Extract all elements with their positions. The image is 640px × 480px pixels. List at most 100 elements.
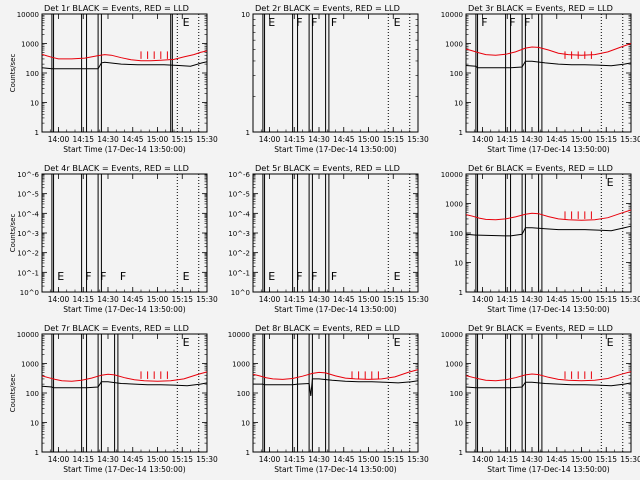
- y-tick-label: 100: [26, 390, 39, 398]
- y-tick-label: 1000: [445, 201, 463, 209]
- x-tick-label: 14:15: [72, 135, 94, 144]
- x-axis-label: Start Time (17-Dec-14 13:50:00): [274, 145, 396, 154]
- flag-label: F: [85, 270, 91, 283]
- panel-det-1: Det 1r BLACK = Events, RED = LLD 1 10 100 10…: [9, 3, 218, 154]
- x-tick-label: 15:00: [147, 295, 169, 304]
- y-tick-label: 10000: [17, 11, 39, 19]
- y-tick-label: 1: [35, 449, 39, 457]
- y-tick-label: 10000: [441, 331, 463, 339]
- y-tick-label: 10: [30, 420, 39, 428]
- series-line-lld: [465, 209, 632, 221]
- y-tick-label: 10^-2: [228, 250, 250, 258]
- x-tick-label: 15:15: [595, 135, 617, 144]
- series-line-events: [465, 225, 632, 237]
- y-tick-label: 1000: [445, 361, 463, 369]
- plot-frame: [41, 333, 208, 453]
- y-tick-label: 10^-3: [228, 230, 250, 238]
- y-tick-label: 10: [241, 420, 250, 428]
- x-tick-label: 15:30: [407, 295, 429, 304]
- x-tick-label: 15:15: [382, 135, 404, 144]
- x-tick-label: 15:15: [382, 455, 404, 464]
- plot-frame: [465, 173, 632, 293]
- panel-title: Det 3r BLACK = Events, RED = LLD: [468, 3, 613, 13]
- panel-det-7: Det 7r BLACK = Events, RED = LLD 1 10 100 10…: [9, 323, 218, 474]
- x-tick-label: 14:15: [72, 295, 94, 304]
- x-tick-label: 14:00: [259, 295, 281, 304]
- x-tick-label: 14:30: [308, 455, 330, 464]
- flag-label: F: [296, 270, 302, 283]
- panel-det-4: Det 4r BLACK = Events, RED = LLD 10^0 10^-…: [9, 163, 218, 314]
- y-tick-label: 100: [237, 390, 250, 398]
- flag-label: E: [268, 270, 275, 283]
- panel-title: Det 2r BLACK = Events, RED = LLD: [255, 3, 400, 13]
- x-tick-label: 15:00: [147, 455, 169, 464]
- y-tick-label: 10^-4: [17, 210, 39, 218]
- x-tick-label: 15:30: [196, 455, 218, 464]
- series-line-events: [41, 61, 208, 70]
- x-axis-label: Start Time (17-Dec-14 13:50:00): [63, 305, 185, 314]
- y-tick-label: 10: [454, 420, 463, 428]
- flag-label: E: [268, 16, 275, 29]
- x-tick-label: 15:15: [171, 135, 193, 144]
- x-tick-label: 15:30: [196, 135, 218, 144]
- panel-title: Det 6r BLACK = Events, RED = LLD: [468, 163, 613, 173]
- flag-label: E: [183, 16, 190, 29]
- flag-label: E: [607, 176, 614, 189]
- y-tick-label: 1000: [21, 361, 39, 369]
- panel-title: Det 9r BLACK = Events, RED = LLD: [468, 323, 613, 333]
- y-tick-label: 10^-2: [17, 250, 39, 258]
- x-tick-label: 14:30: [97, 295, 119, 304]
- x-axis-label: Start Time (17-Dec-14 13:50:00): [274, 465, 396, 474]
- flag-label: F: [120, 270, 126, 283]
- x-tick-label: 15:00: [358, 455, 380, 464]
- x-tick-label: 14:15: [283, 295, 305, 304]
- flag-label: F: [509, 16, 515, 29]
- x-tick-label: 15:00: [571, 295, 593, 304]
- y-tick-label: 100: [450, 70, 463, 78]
- flag-label: E: [183, 270, 190, 283]
- flag-label: E: [394, 270, 401, 283]
- x-tick-label: 14:30: [97, 455, 119, 464]
- x-tick-label: 14:45: [546, 135, 568, 144]
- x-axis-label: Start Time (17-Dec-14 13:50:00): [63, 465, 185, 474]
- series-line-lld: [41, 371, 208, 382]
- series-line-lld: [41, 50, 208, 62]
- x-tick-label: 14:45: [333, 455, 355, 464]
- x-tick-label: 14:30: [97, 135, 119, 144]
- flag-label: E: [57, 270, 64, 283]
- plot-frame: [41, 13, 208, 133]
- flag-label: F: [311, 270, 317, 283]
- x-axis-label: Start Time (17-Dec-14 13:50:00): [487, 305, 609, 314]
- flag-label: F: [296, 16, 302, 29]
- x-tick-label: 15:30: [407, 135, 429, 144]
- x-tick-label: 14:00: [472, 455, 494, 464]
- x-tick-label: 14:00: [48, 295, 70, 304]
- x-tick-label: 14:15: [496, 455, 518, 464]
- x-tick-label: 15:00: [358, 295, 380, 304]
- x-tick-label: 14:45: [546, 295, 568, 304]
- x-tick-label: 15:15: [595, 455, 617, 464]
- plot-frame: [465, 13, 632, 133]
- x-tick-label: 15:00: [358, 135, 380, 144]
- y-tick-label: 10000: [228, 331, 250, 339]
- x-axis-label: Start Time (17-Dec-14 13:50:00): [274, 305, 396, 314]
- panel-title: Det 4r BLACK = Events, RED = LLD: [44, 163, 189, 173]
- flag-label: F: [481, 16, 487, 29]
- y-tick-label: 1000: [445, 41, 463, 49]
- panel-title: Det 8r BLACK = Events, RED = LLD: [255, 323, 400, 333]
- x-tick-label: 14:15: [496, 135, 518, 144]
- series-line-events: [253, 378, 419, 396]
- x-axis-label: Start Time (17-Dec-14 13:50:00): [487, 145, 609, 154]
- x-tick-label: 14:30: [521, 135, 543, 144]
- series-line-lld: [465, 43, 632, 56]
- x-tick-label: 14:00: [472, 295, 494, 304]
- y-tick-label: 1: [459, 449, 463, 457]
- y-tick-label: 10^0: [231, 289, 250, 297]
- x-tick-label: 14:00: [472, 135, 494, 144]
- x-tick-label: 15:15: [171, 295, 193, 304]
- y-axis-label: Counts/sec: [9, 54, 17, 93]
- y-tick-label: 10^0: [20, 289, 39, 297]
- y-tick-label: 100: [26, 70, 39, 78]
- y-tick-label: 10^-3: [17, 230, 39, 238]
